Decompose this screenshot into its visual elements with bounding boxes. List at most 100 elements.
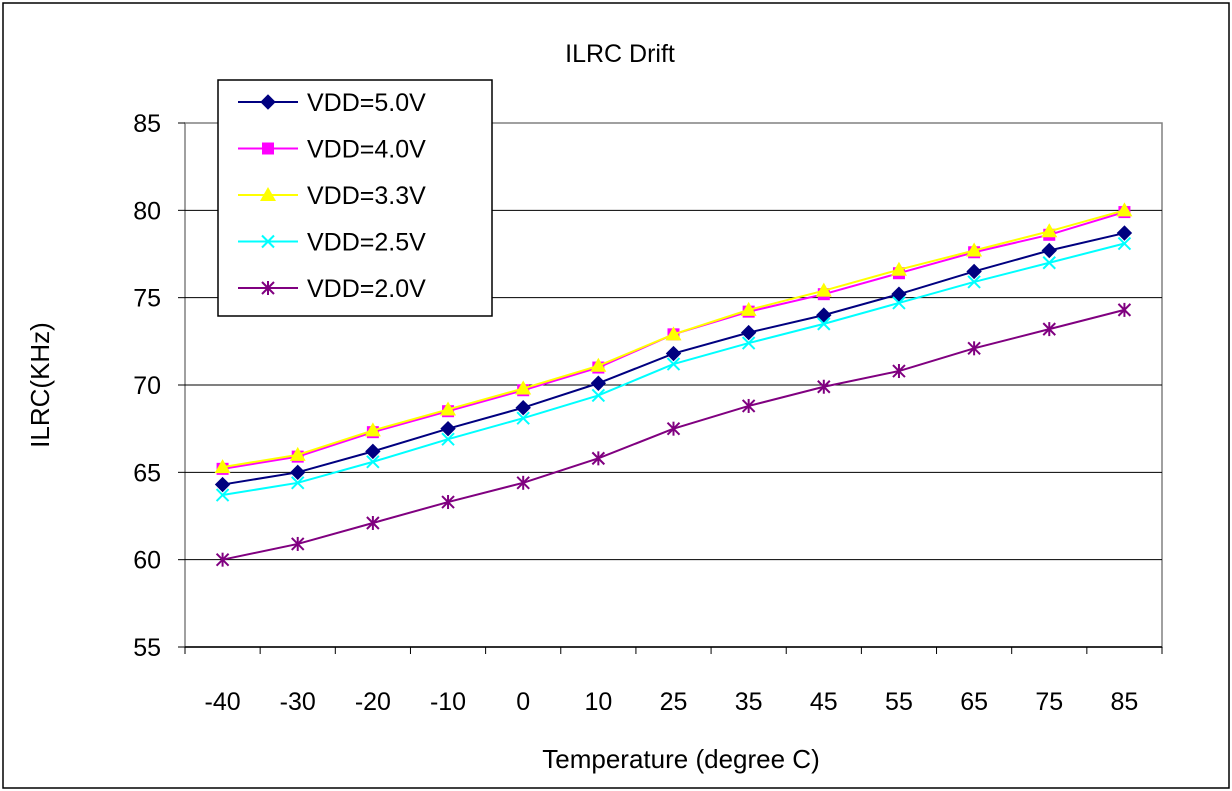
series-vdd-3-3v [214, 202, 1133, 474]
x-tick-label: 35 [735, 688, 763, 716]
data-point [966, 263, 982, 280]
x-tick-label: 0 [516, 688, 530, 716]
series-vdd-5-0v [214, 225, 1133, 493]
data-point [740, 301, 757, 316]
y-tick-label: 55 [133, 634, 161, 662]
data-point [290, 464, 306, 481]
data-point [891, 286, 907, 302]
legend-item: VDD=3.3V [238, 182, 426, 210]
data-point [967, 275, 981, 289]
legend-item: VDD=2.5V [238, 229, 426, 257]
data-point [665, 345, 682, 362]
y-tick-label: 60 [133, 547, 161, 575]
data-point [440, 401, 457, 416]
series-vdd-2-0v [215, 302, 1132, 567]
x-tick-label: 65 [960, 688, 988, 716]
data-point [666, 421, 681, 436]
data-point [440, 420, 456, 437]
y-tick-labels: 55 60 65 70 75 80 85 [133, 110, 161, 662]
series-layer [214, 202, 1133, 567]
data-point [214, 476, 231, 493]
legend-marker [260, 94, 276, 110]
x-tick-label: 45 [810, 688, 838, 716]
legend-label: VDD=2.5V [307, 229, 426, 257]
data-point [817, 379, 831, 394]
data-point [966, 242, 983, 257]
data-point [890, 261, 907, 276]
data-point [666, 357, 681, 371]
x-tick-label: -40 [205, 688, 241, 716]
data-point [741, 398, 756, 413]
series-vdd-2-5v [215, 236, 1132, 502]
legend: VDD=5.0V VDD=4.0V VDD=3.3V VDD=2.5V VDD=2.0V [217, 79, 493, 317]
legend-label: VDD=3.3V [307, 182, 426, 210]
data-point [364, 422, 381, 437]
data-point [1042, 256, 1056, 270]
x-tick-label: -10 [430, 688, 466, 716]
data-point [441, 495, 455, 510]
legend-marker [262, 142, 274, 155]
data-point [591, 451, 606, 466]
data-point [365, 443, 381, 460]
data-point [816, 307, 832, 323]
y-tick-label: 80 [133, 197, 161, 225]
legend-item: VDD=5.0V [238, 89, 426, 117]
x-tick-label: 75 [1035, 688, 1063, 716]
data-point [817, 317, 831, 331]
data-point [291, 536, 305, 551]
data-point [515, 380, 532, 395]
data-point [1117, 236, 1132, 251]
data-point [215, 488, 230, 502]
data-point [366, 455, 380, 469]
data-point [1041, 242, 1057, 259]
y-tick-label: 85 [133, 110, 161, 138]
legend-label: VDD=5.0V [307, 89, 426, 117]
x-axis-label: Temperature (degree C) [542, 744, 819, 774]
data-point [214, 459, 231, 474]
x-tick-label: -30 [280, 688, 316, 716]
legend-label: VDD=4.0V [307, 136, 426, 164]
data-point [892, 364, 906, 379]
legend-item: VDD=2.0V [238, 275, 426, 303]
y-tick-label: 65 [133, 459, 161, 487]
data-point [892, 296, 906, 310]
data-point [1117, 302, 1132, 317]
data-point [215, 552, 230, 567]
gridlines [178, 122, 1162, 648]
x-tick-label: 10 [584, 688, 612, 716]
y-tick-label: 70 [133, 372, 161, 400]
data-point [516, 411, 530, 425]
x-tick-label: 55 [885, 688, 913, 716]
x-ticks: -40 -30 -20 -10 0 10 25 35 45 55 65 75 85 [184, 646, 1163, 716]
legend-item: VDD=4.0V [238, 136, 426, 164]
data-point [515, 399, 531, 416]
data-point [741, 336, 756, 350]
x-tick-label: -20 [355, 688, 391, 716]
x-tick-label: 25 [660, 688, 688, 716]
chart-title: ILRC Drift [565, 40, 675, 68]
data-point [1116, 225, 1133, 241]
data-point [1116, 202, 1133, 217]
data-point [967, 341, 981, 356]
legend-marker [261, 234, 275, 249]
data-point [665, 326, 682, 341]
data-point [289, 446, 306, 461]
data-point [1042, 322, 1056, 337]
data-point [590, 357, 607, 372]
x-tick-label: 85 [1111, 688, 1139, 716]
legend-label: VDD=2.0V [307, 275, 426, 303]
legend-marker [260, 187, 276, 201]
data-point [291, 476, 305, 490]
legend-marker [261, 281, 275, 295]
data-point [516, 475, 530, 490]
data-point [590, 375, 607, 391]
data-point [1041, 223, 1058, 238]
data-point [591, 388, 606, 403]
data-point [740, 324, 757, 341]
y-tick-label: 75 [133, 285, 161, 313]
y-axis-label: ILRC(KHz) [25, 322, 55, 448]
data-point [441, 432, 455, 446]
data-point [366, 515, 380, 530]
